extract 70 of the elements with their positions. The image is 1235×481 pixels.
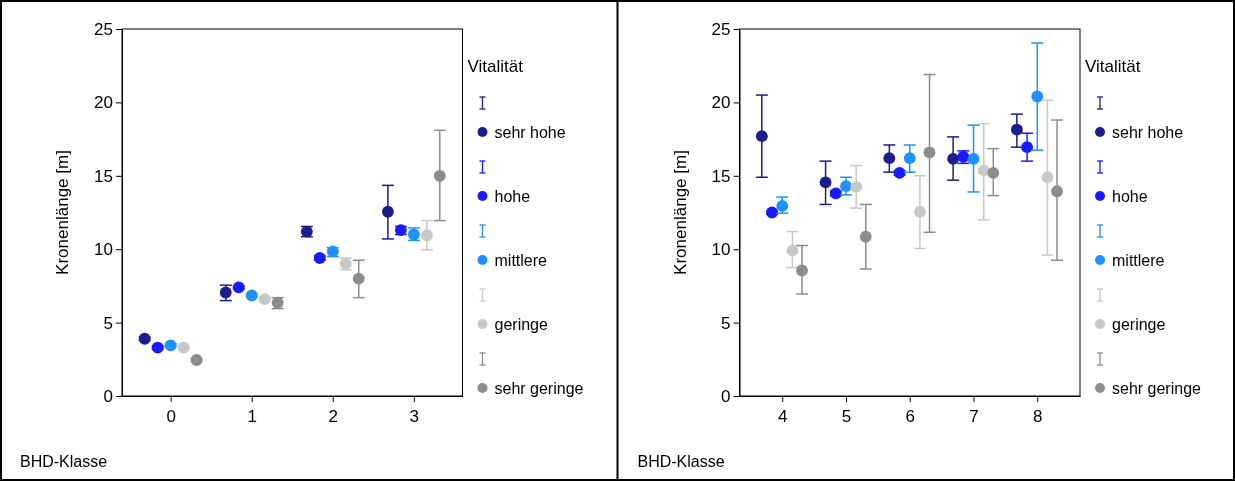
- x-tick-label: 3: [409, 407, 420, 426]
- x-tick-label: 4: [777, 407, 788, 426]
- y-tick-label: 5: [103, 313, 113, 333]
- legend-label: sehr geringe: [1112, 380, 1202, 397]
- legend-label: geringe: [1112, 316, 1166, 333]
- point: [796, 264, 808, 277]
- legend-label: sehr hohe: [1112, 124, 1184, 141]
- point: [766, 206, 778, 219]
- point: [232, 281, 245, 294]
- point: [850, 180, 863, 193]
- y-tick-label: 20: [94, 93, 113, 113]
- x-tick-label: 2: [328, 407, 339, 426]
- point: [138, 332, 151, 345]
- point: [786, 244, 799, 257]
- legend-label: geringe: [494, 316, 548, 333]
- x-axis-title: BHD-Klasse: [20, 453, 108, 470]
- y-axis-title: Kronenlänge [m]: [670, 150, 690, 275]
- point: [1010, 123, 1023, 136]
- y-tick-label: 5: [721, 313, 731, 333]
- point: [1021, 141, 1033, 154]
- x-tick-label: 8: [1033, 407, 1043, 426]
- point: [893, 166, 906, 179]
- y-tick-label: 10: [94, 240, 113, 260]
- y-tick-label: 10: [711, 240, 731, 260]
- y-tick-label: 15: [94, 166, 113, 186]
- y-tick-label: 20: [711, 93, 731, 113]
- legend-label: sehr hohe: [494, 124, 566, 141]
- point: [1041, 171, 1054, 184]
- legend-title: Vitalität: [1085, 57, 1141, 76]
- x-tick-label: 1: [247, 407, 257, 426]
- legend-label: mittlere: [1112, 252, 1165, 269]
- point: [1051, 185, 1063, 198]
- point: [258, 293, 271, 306]
- point: [420, 229, 433, 242]
- legend-title: Vitalität: [467, 57, 524, 76]
- point: [755, 130, 768, 143]
- point: [977, 164, 990, 177]
- point: [177, 341, 190, 354]
- x-tick-label: 7: [969, 407, 979, 426]
- point: [903, 152, 916, 165]
- point: [151, 341, 164, 354]
- point: [947, 153, 960, 165]
- y-tick-label: 0: [103, 386, 113, 406]
- point: [433, 169, 446, 182]
- point: [914, 205, 926, 218]
- x-tick-label: 0: [166, 407, 176, 426]
- y-tick-label: 15: [711, 166, 731, 186]
- point: [840, 180, 852, 192]
- point: [352, 272, 365, 285]
- point: [1031, 90, 1044, 103]
- legend-label: sehr geringe: [494, 380, 584, 397]
- y-tick-label: 25: [711, 19, 731, 39]
- x-tick-label: 5: [841, 407, 852, 426]
- legend-label: hohe: [1112, 188, 1148, 205]
- point: [819, 176, 832, 189]
- point: [987, 166, 1000, 179]
- point: [859, 230, 872, 243]
- point: [883, 152, 896, 165]
- y-axis-title: Kronenlänge [m]: [53, 150, 72, 275]
- point: [967, 153, 980, 165]
- x-tick-label: 6: [905, 407, 915, 426]
- y-tick-label: 25: [94, 19, 113, 39]
- x-axis-title: BHD-Klasse: [637, 453, 725, 470]
- point: [164, 339, 177, 352]
- point: [923, 146, 936, 159]
- legend-label: mittlere: [494, 252, 548, 269]
- point: [245, 289, 258, 302]
- y-tick-label: 0: [721, 386, 731, 406]
- point: [382, 205, 394, 218]
- legend-label: hohe: [494, 188, 531, 205]
